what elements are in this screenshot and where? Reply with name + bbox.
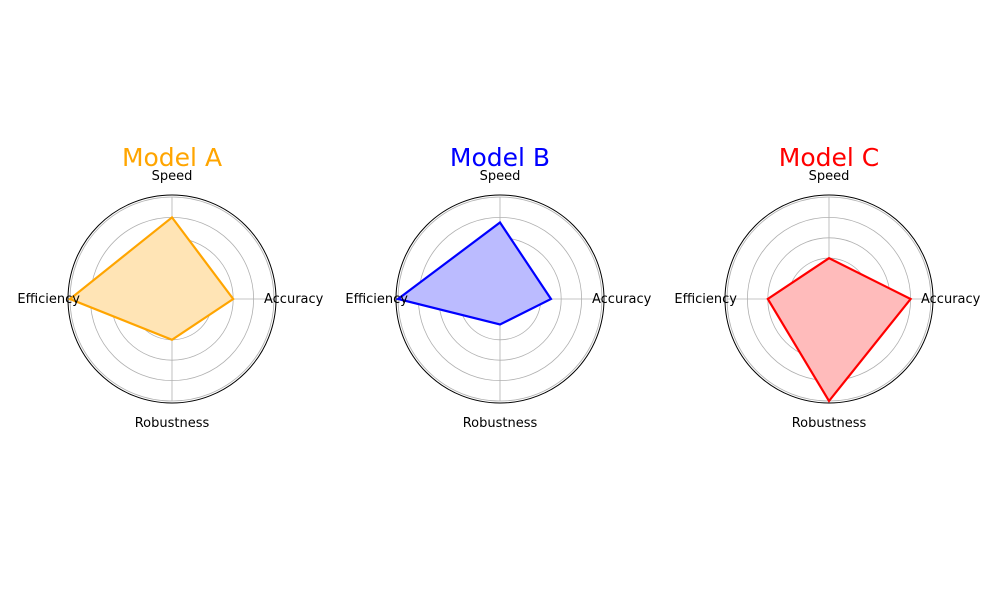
series-line [766, 256, 913, 403]
chart-title: Model C [779, 143, 879, 172]
axis-label-efficiency: Efficiency [17, 292, 80, 307]
series-area [398, 222, 551, 325]
series-area [767, 258, 911, 401]
radar-chart-model-a: Model A Accuracy Speed Efficiency Robust… [17, 143, 323, 431]
axis-label-accuracy: Accuracy [921, 292, 981, 307]
axis-label-efficiency: Efficiency [674, 292, 737, 307]
axis-label-speed: Speed [152, 169, 193, 184]
axis-label-robustness: Robustness [463, 416, 538, 431]
axis-label-robustness: Robustness [135, 416, 210, 431]
chart-title: Model A [122, 143, 222, 172]
axis-label-efficiency: Efficiency [345, 292, 408, 307]
polar-frame [395, 194, 605, 404]
chart-title: Model B [450, 143, 550, 172]
polar-frame [67, 194, 277, 404]
axis-label-accuracy: Accuracy [264, 292, 324, 307]
radar-chart-model-c: Model C Accuracy Speed Efficiency Robust… [674, 143, 980, 431]
axis-label-robustness: Robustness [792, 416, 867, 431]
series-area [70, 217, 234, 340]
radar-chart-model-b: Model B Accuracy Speed Efficiency Robust… [345, 143, 651, 431]
polar-frame [724, 194, 934, 404]
series-line [67, 215, 235, 342]
axis-label-speed: Speed [480, 169, 521, 184]
axis-label-accuracy: Accuracy [592, 292, 652, 307]
axis-label-speed: Speed [809, 169, 850, 184]
series-line [395, 220, 553, 326]
